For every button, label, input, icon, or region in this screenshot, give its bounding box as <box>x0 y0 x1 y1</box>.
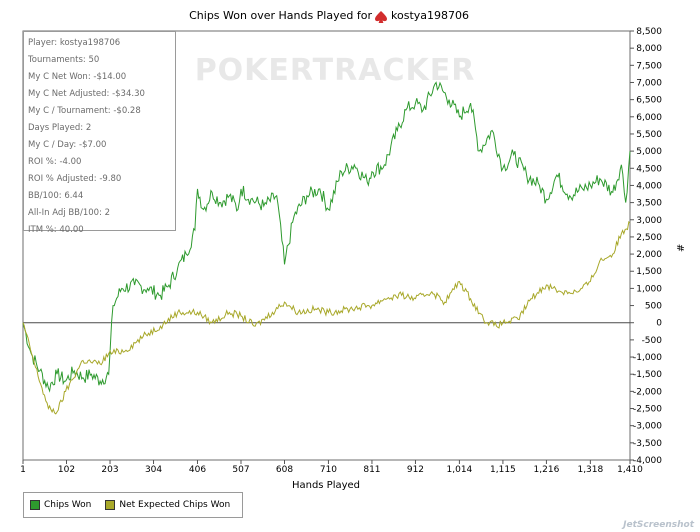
x-tick-label: 1,410 <box>617 465 643 475</box>
stat-line: Player: kostya198706 <box>28 38 121 48</box>
x-tick-label: 1,318 <box>577 465 603 475</box>
stat-line: My C Net Won: -$14.00 <box>28 72 127 82</box>
legend-item-net-expected: Net Expected Chips Won <box>105 500 230 510</box>
x-tick-label: 811 <box>363 465 380 475</box>
x-tick-label: 1,115 <box>490 465 516 475</box>
x-tick-label: 1,216 <box>534 465 560 475</box>
spade-icon <box>375 11 387 23</box>
legend-label: Chips Won <box>44 500 92 510</box>
y-tick-label: -1,000 <box>633 353 662 363</box>
legend-label: Net Expected Chips Won <box>119 500 231 510</box>
stat-line: BB/100: 6.44 <box>28 191 84 201</box>
y-tick-label: -2,000 <box>633 387 662 397</box>
y-tick-label: 8,000 <box>636 44 662 54</box>
legend-item-chips-won: Chips Won <box>30 500 91 510</box>
y-tick-label: 7,500 <box>636 61 662 71</box>
y-tick-label: 5,500 <box>636 130 662 140</box>
x-tick-label: 1,014 <box>447 465 473 475</box>
y-tick-label: 2,000 <box>636 250 662 260</box>
y-tick-label: -500 <box>642 336 663 346</box>
plot-area <box>22 30 631 461</box>
stat-line: Tournaments: 50 <box>28 55 100 65</box>
watermark-logo: POKERTRACKER <box>195 53 476 88</box>
x-tick-label: 406 <box>189 465 206 475</box>
y-tick-label: -4,000 <box>633 456 662 466</box>
stat-line: ROI % Adjusted: -9.80 <box>28 174 122 184</box>
y-tick-label: 3,500 <box>636 199 662 209</box>
y-tick-label: -2,500 <box>633 405 662 415</box>
y-tick-label: 500 <box>645 302 662 312</box>
x-axis-title: Hands Played <box>292 480 360 491</box>
stat-line: My C / Tournament: -$0.28 <box>28 106 141 116</box>
y-tick-label: -3,500 <box>633 439 662 449</box>
stats-box: Player: kostya198706 Tournaments: 50 My C … <box>23 31 176 235</box>
y-tick-label: 7,000 <box>636 78 662 88</box>
y-tick-label: 2,500 <box>636 233 662 243</box>
stat-line: Days Played: 2 <box>28 123 92 133</box>
stat-line: My C Net Adjusted: -$34.30 <box>28 89 145 99</box>
legend-swatch-net-expected <box>105 500 116 510</box>
y-tick-label: 4,500 <box>636 164 662 174</box>
y-tick-label: 1,500 <box>636 267 662 277</box>
x-tick-label: 304 <box>145 465 162 475</box>
stat-line: All-In Adj BB/100: 2 <box>28 208 111 218</box>
stat-line: ROI %: -4.00 <box>28 157 82 167</box>
x-tick-label: 912 <box>407 465 424 475</box>
y-tick-label: 1,000 <box>636 284 662 294</box>
y-tick-label: 6,000 <box>636 113 662 123</box>
footer-logo: JetScreenshot <box>623 520 694 530</box>
x-tick-label: 710 <box>320 465 337 475</box>
chart-title: Chips Won over Hands Played for <box>189 9 372 22</box>
y-tick-label: 5,000 <box>636 147 662 157</box>
series-line-net-expected <box>22 220 631 415</box>
x-tick-label: 102 <box>58 465 75 475</box>
x-tick-label: 507 <box>232 465 249 475</box>
series-line-chips-won <box>22 81 631 393</box>
legend: Chips Won Net Expected Chips Won <box>23 492 243 518</box>
x-tick-label: 203 <box>101 465 118 475</box>
y-tick-label: 0 <box>656 319 662 329</box>
x-tick-label: 1 <box>20 465 26 475</box>
legend-swatch-chips-won <box>30 500 40 510</box>
x-tick-label: 608 <box>276 465 293 475</box>
stat-line: ITM %: 40.00 <box>28 225 84 235</box>
stat-line: My C / Day: -$7.00 <box>28 140 107 150</box>
y-tick-label: 4,000 <box>636 181 662 191</box>
y-tick-label: 3,000 <box>636 216 662 226</box>
y-axis-title: # <box>674 244 685 252</box>
y-tick-label: 6,500 <box>636 96 662 106</box>
y-tick-label: 8,500 <box>636 27 662 37</box>
y-tick-label: -1,500 <box>633 370 662 380</box>
chart-title-player: kostya198706 <box>391 9 469 22</box>
y-tick-label: -3,000 <box>633 422 662 432</box>
